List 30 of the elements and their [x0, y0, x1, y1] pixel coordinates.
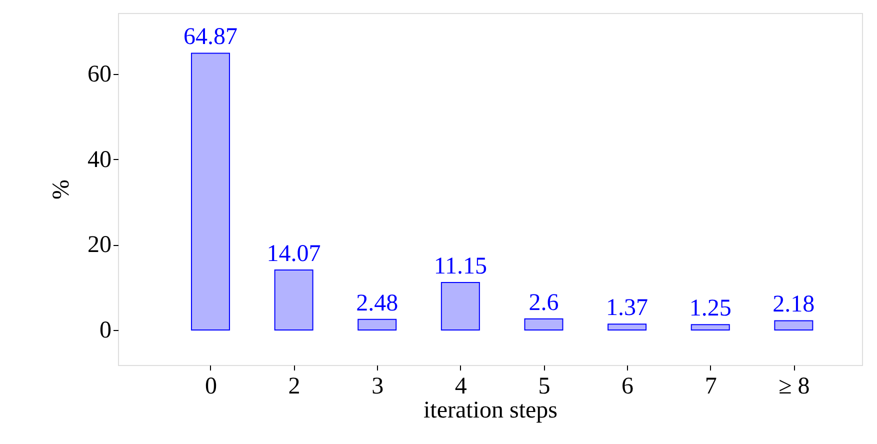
- bar: [774, 320, 814, 331]
- y-axis-title: %: [48, 180, 74, 200]
- x-tick-label: 3: [372, 374, 384, 400]
- data-label: 2.6: [528, 290, 559, 316]
- y-tick-label: 0: [100, 318, 112, 344]
- data-label: 14.07: [266, 240, 321, 267]
- x-tick-label: 2: [288, 374, 300, 400]
- bar: [524, 318, 564, 331]
- bar: [358, 318, 397, 331]
- data-label: 2.18: [772, 292, 815, 318]
- data-label: 1.37: [606, 295, 648, 322]
- x-tick-label: 4: [454, 374, 467, 400]
- y-tick-label: 60: [88, 62, 112, 88]
- y-tick-label: 20: [88, 232, 112, 258]
- bar: [608, 324, 647, 331]
- bar: [274, 269, 314, 331]
- data-label: 2.48: [356, 290, 398, 316]
- data-label: 11.15: [434, 253, 487, 280]
- x-tick-label: 6: [622, 374, 634, 400]
- bar: [190, 52, 230, 331]
- bar: [440, 282, 480, 331]
- x-tick-label: 5: [538, 374, 550, 400]
- x-tick-label: 7: [704, 374, 717, 400]
- x-tick-label: 0: [204, 374, 217, 400]
- data-label: 1.25: [689, 296, 732, 322]
- x-tick-label: ≥ 8: [778, 374, 810, 400]
- y-tick-label: 40: [88, 146, 112, 173]
- data-label: 64.87: [183, 24, 238, 50]
- x-axis-title: iteration steps: [424, 398, 558, 424]
- bar: [690, 324, 730, 331]
